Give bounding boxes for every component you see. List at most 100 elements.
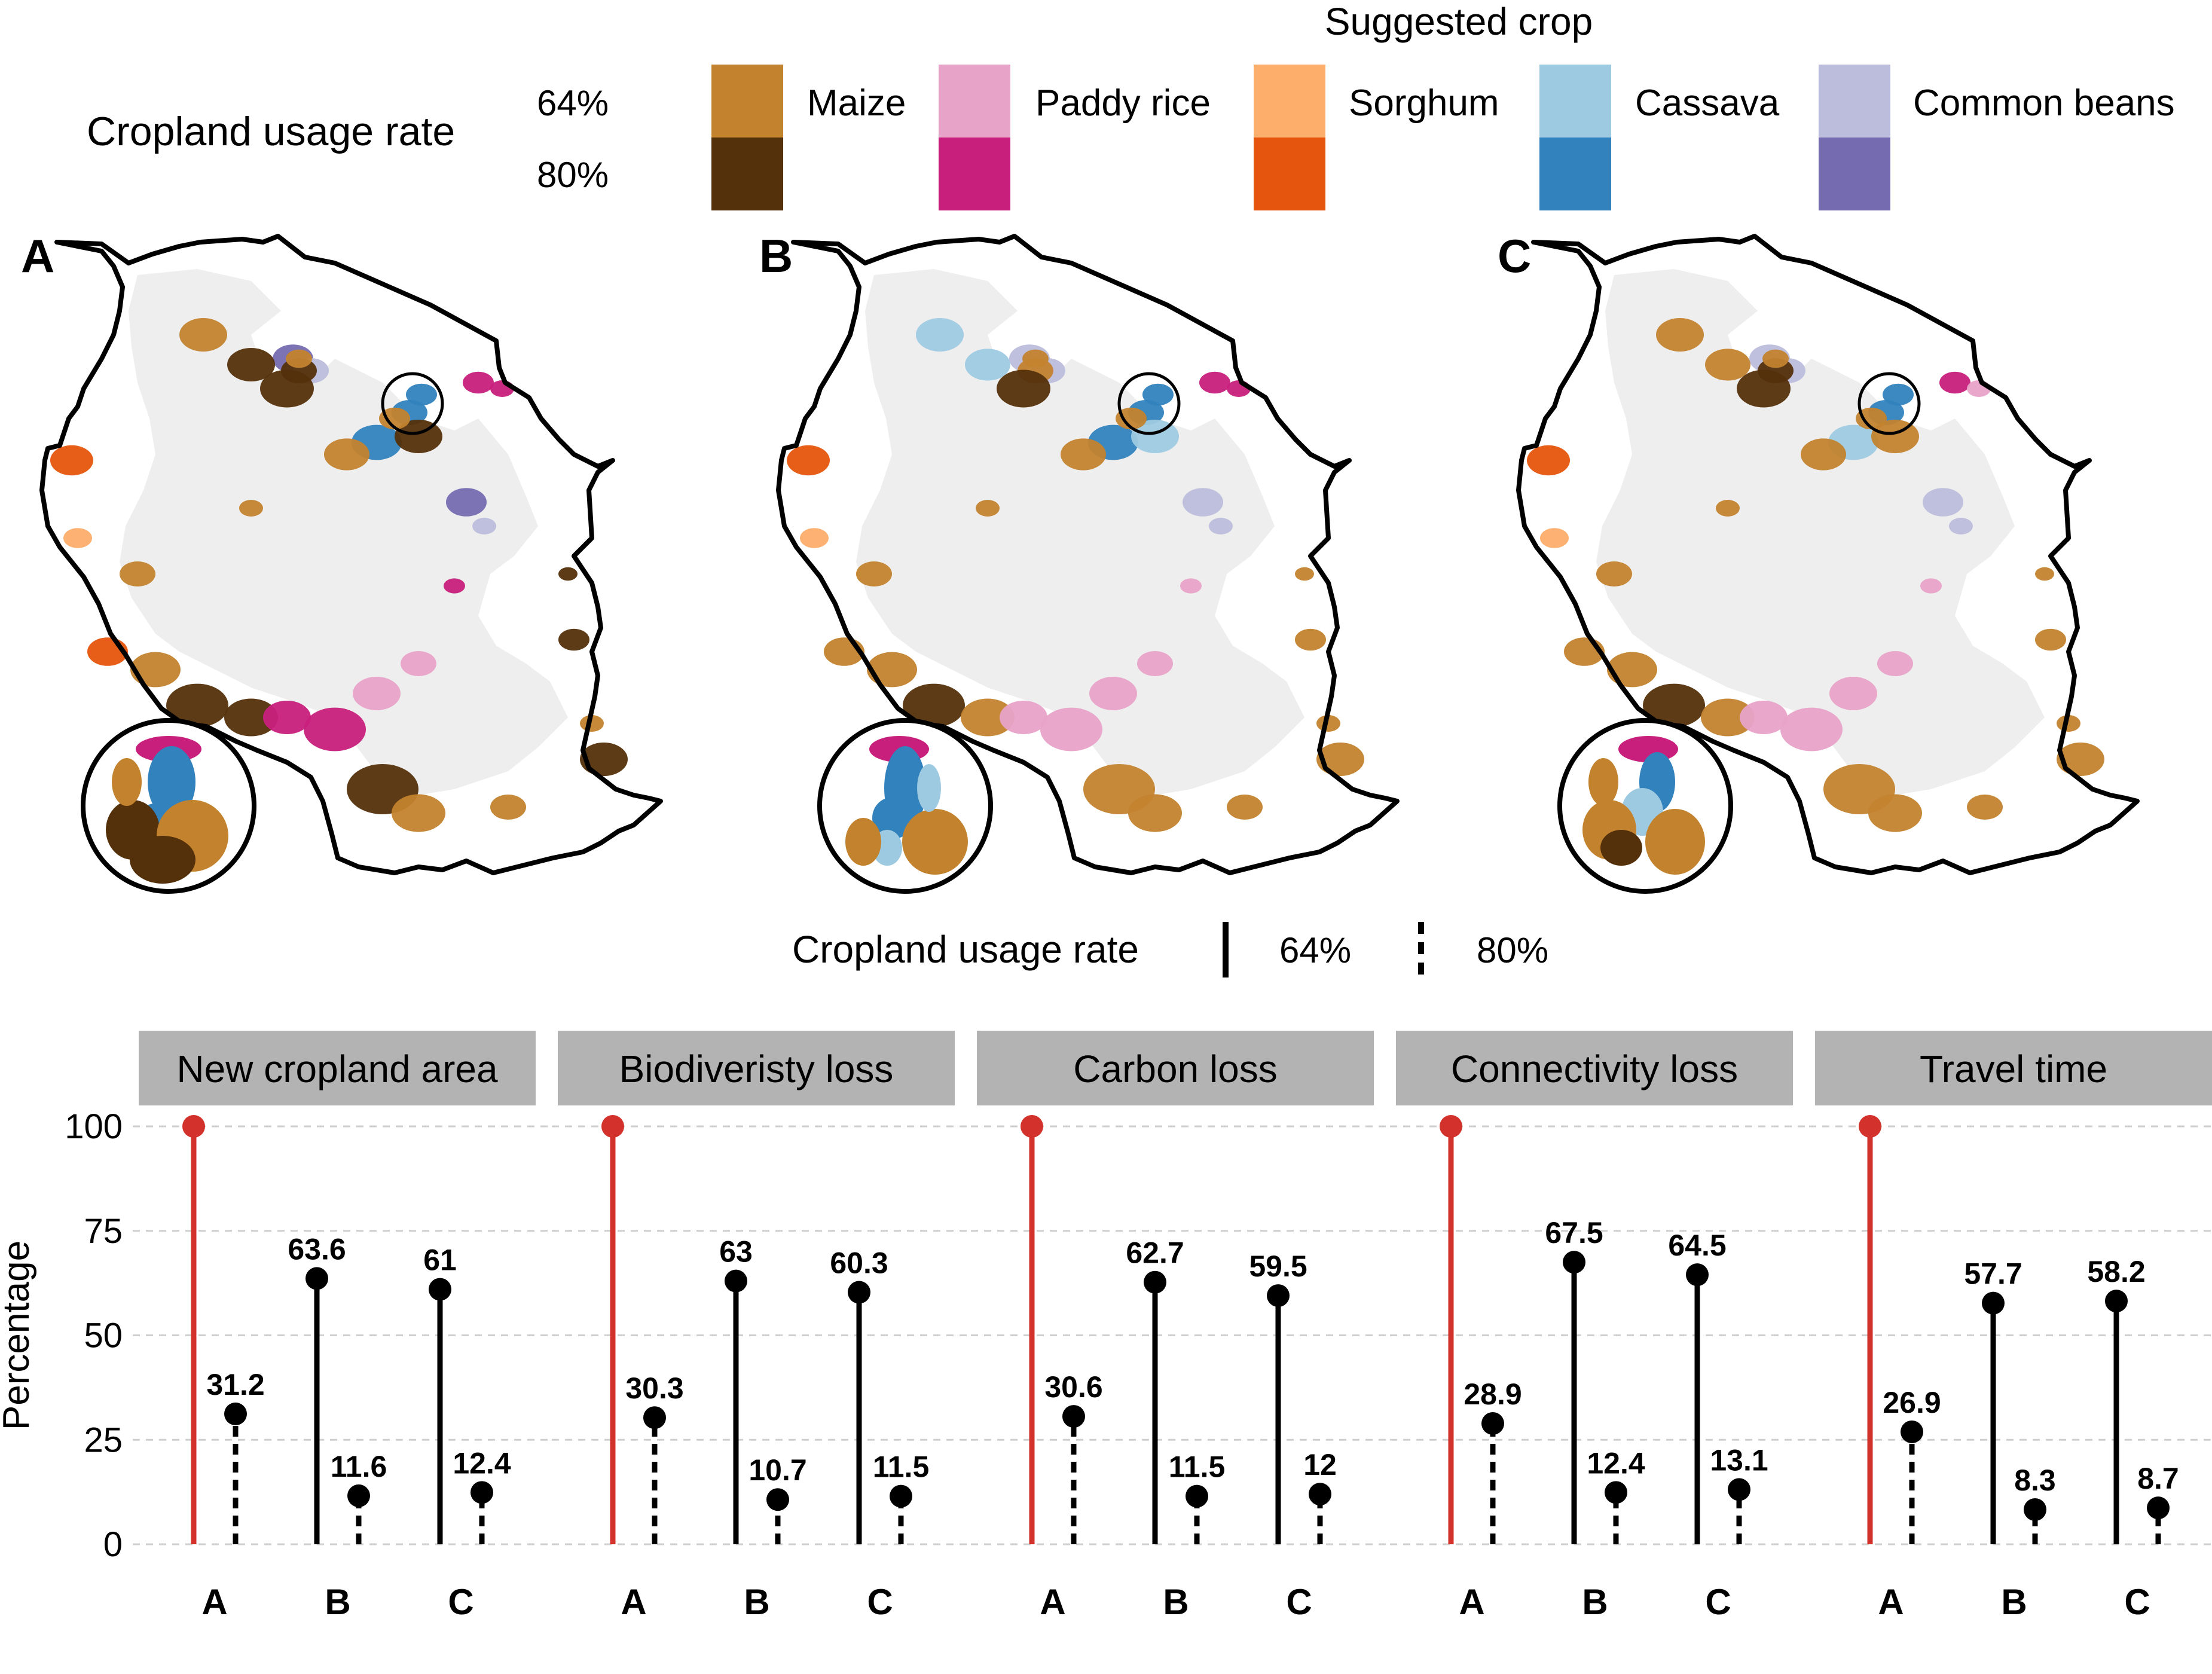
x-tick-label: B: [1582, 1582, 1608, 1622]
value-label: 61: [423, 1244, 457, 1277]
panel-strip: [1396, 1031, 1793, 1105]
value-label: 64.5: [1668, 1229, 1726, 1262]
crop-patch: [558, 567, 578, 581]
panel-title: Travel time: [1920, 1047, 2107, 1090]
legend-crop-label: Common beans: [1913, 83, 2175, 124]
crop-patch: [1227, 795, 1263, 820]
crop-patch: [558, 628, 589, 651]
point-80: [1901, 1420, 1923, 1443]
crop-patch: [446, 488, 487, 517]
zoom-marker-circle: [1857, 372, 1921, 435]
value-label: 26.9: [1883, 1386, 1941, 1419]
zoom-inset-patch: [148, 746, 195, 818]
legend-swatch-common-beans-64: [1819, 65, 1890, 138]
crop-patch: [1199, 371, 1230, 394]
value-label: 12: [1303, 1448, 1337, 1481]
value-label: 11.5: [873, 1450, 930, 1484]
point-64: [1267, 1284, 1290, 1308]
point-64: [182, 1115, 205, 1138]
crop-patch: [1949, 518, 1973, 534]
map-panel: B: [759, 230, 1397, 894]
value-label: 11.6: [331, 1450, 387, 1483]
point-64: [1144, 1270, 1166, 1294]
crop-patch: [392, 794, 445, 832]
crop-patch: [2035, 628, 2066, 651]
y-tick-label: 75: [84, 1212, 123, 1251]
legend-crop-label: Paddy rice: [1035, 83, 1211, 124]
point-80: [347, 1484, 370, 1507]
crop-patch: [1856, 407, 1887, 430]
panel-strip: [1815, 1031, 2212, 1105]
crop-patch: [1209, 518, 1233, 534]
chart-panel: Connectivity loss 28.9 A 67.5 12.4 B 64.5 13.1 C: [1390, 1031, 1811, 1622]
legend-rate-label: 80%: [537, 155, 609, 195]
crop-patch: [227, 348, 275, 381]
point-64: [1440, 1115, 1462, 1138]
x-tick-label: C: [2124, 1582, 2150, 1622]
value-label: 57.7: [1964, 1257, 2022, 1291]
panel-title: New cropland area: [176, 1047, 498, 1090]
legend-swatch-sorghum-64: [1254, 65, 1325, 138]
zoom-inset-patch: [112, 758, 142, 806]
point-64: [601, 1115, 624, 1138]
point-64: [2105, 1290, 2128, 1313]
crop-patch: [787, 445, 830, 476]
crop-patch: [1596, 561, 1632, 586]
crop-patch: [490, 795, 526, 820]
zoom-inset-patch: [872, 797, 914, 839]
crop-patch: [1022, 349, 1049, 368]
crop-patch: [50, 445, 93, 476]
point-64: [305, 1267, 328, 1290]
point-64: [1982, 1291, 2005, 1315]
value-label: 12.4: [453, 1446, 511, 1480]
crop-patch: [1877, 651, 1913, 676]
point-80: [1728, 1478, 1750, 1501]
value-label: 10.7: [748, 1453, 806, 1487]
crop-patch: [286, 349, 312, 368]
zoom-inset-patch: [1645, 809, 1705, 875]
crop-patch: [324, 438, 369, 471]
panel-title: Carbon loss: [1073, 1047, 1278, 1090]
crop-patch: [856, 561, 892, 586]
point-80: [643, 1406, 666, 1429]
crop-patch: [965, 349, 1010, 381]
crop-patch: [1540, 528, 1569, 548]
crop-patch: [976, 500, 1000, 517]
legend-crop-label: Cassava: [1635, 83, 1780, 124]
crop-patch: [961, 698, 1015, 737]
linetype-legend-title: Cropland usage rate: [792, 928, 1139, 971]
crop-patch: [800, 528, 829, 548]
crop-patch: [444, 578, 465, 594]
legend-crop-label: Maize: [807, 83, 906, 124]
crop-patch: [903, 683, 965, 728]
x-tick-label: C: [867, 1582, 893, 1622]
crop-patch: [379, 407, 410, 430]
legend-swatch-sorghum-80: [1254, 138, 1325, 210]
legend-swatch-maize-80: [711, 138, 783, 210]
legend-crop-label: Sorghum: [1349, 83, 1499, 124]
map-label: A: [21, 230, 54, 282]
value-label: 63.6: [288, 1232, 346, 1266]
zoom-marker-circle: [381, 372, 444, 435]
point-80: [1605, 1481, 1627, 1504]
x-tick-label: A: [1878, 1582, 1904, 1622]
legend-swatch-paddy-rice-80: [939, 138, 1010, 210]
point-64: [725, 1269, 747, 1293]
value-label: 59.5: [1249, 1250, 1307, 1283]
crop-patch: [1128, 794, 1182, 832]
x-tick-label: A: [1040, 1582, 1065, 1622]
crop-patch: [1705, 349, 1750, 381]
x-tick-label: A: [1459, 1582, 1484, 1622]
crop-patch: [1939, 371, 1970, 394]
linetype-label: 64%: [1279, 930, 1351, 970]
crop-patch: [1040, 707, 1102, 752]
value-label: 8.3: [2014, 1464, 2056, 1497]
zoom-inset-border: [1557, 718, 1733, 894]
legend-title: Suggested crop: [1325, 0, 1593, 43]
y-tick-label: 0: [103, 1525, 123, 1564]
y-tick-label: 50: [84, 1316, 123, 1355]
x-tick-label: B: [325, 1582, 350, 1622]
point-64: [1859, 1115, 1881, 1138]
chart-panel: Travel time 26.9 A 57.7 8.3 B 58.2 8.7 C: [1809, 1031, 2212, 1622]
